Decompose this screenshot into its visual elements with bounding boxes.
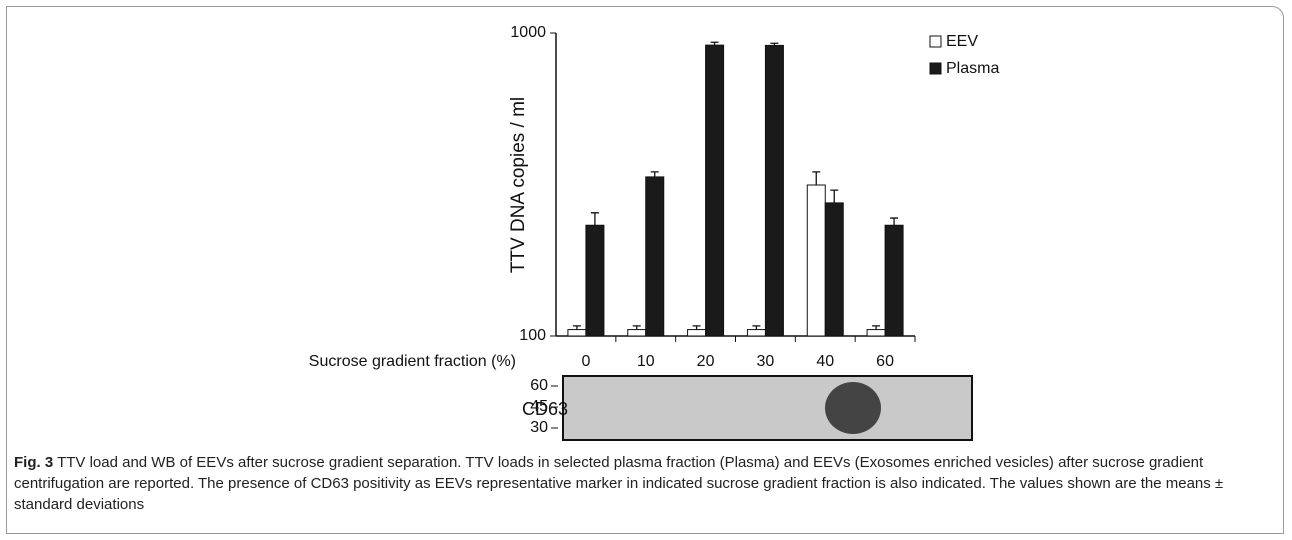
page: TTV DNA copies / ml Sucrose gradient fra…	[0, 0, 1292, 540]
error-bar	[591, 213, 599, 225]
bar	[807, 185, 825, 336]
error-bar	[693, 326, 701, 330]
error-bar	[651, 172, 659, 177]
blot-marker: 60	[530, 377, 548, 394]
x-tick-label: 60	[876, 353, 894, 370]
bar	[568, 330, 586, 336]
bar	[646, 177, 664, 336]
x-tick-label: 0	[581, 353, 590, 370]
x-tick-label: 30	[757, 353, 775, 370]
bar	[885, 225, 903, 336]
legend-swatch	[930, 36, 941, 47]
legend-label: Plasma	[946, 60, 999, 77]
y-tick-label: 100	[519, 327, 546, 344]
bar	[628, 330, 646, 336]
caption-text: TTV load and WB of EEVs after sucrose gr…	[14, 454, 1223, 513]
error-bar	[830, 190, 838, 203]
legend-label: EEV	[946, 33, 978, 50]
bar	[867, 330, 885, 336]
chart: TTV DNA copies / ml Sucrose gradient fra…	[0, 0, 1292, 450]
bar	[765, 45, 783, 336]
x-axis-label: Sucrose gradient fraction (%)	[309, 353, 516, 370]
blot-band	[825, 382, 881, 434]
error-bar	[573, 326, 581, 330]
error-bar	[633, 326, 641, 330]
western-blot	[563, 376, 972, 440]
bar	[825, 203, 843, 336]
y-tick-label: 1000	[510, 24, 546, 41]
x-tick-label: 20	[697, 353, 715, 370]
x-tick-label: 10	[637, 353, 655, 370]
blot-marker: 30	[530, 419, 548, 436]
error-bar	[890, 218, 898, 225]
bar	[706, 45, 724, 336]
blot-marker: 45	[530, 398, 548, 415]
bar	[586, 225, 604, 336]
y-axis-label: TTV DNA copies / ml	[508, 97, 529, 273]
error-bar	[872, 326, 880, 330]
caption: Fig. 3 TTV load and WB of EEVs after suc…	[14, 452, 1276, 515]
error-bar	[812, 172, 820, 185]
caption-label: Fig. 3	[14, 454, 53, 471]
legend-swatch	[930, 63, 941, 74]
x-tick-label: 40	[816, 353, 834, 370]
bar	[747, 330, 765, 336]
bar	[688, 330, 706, 336]
error-bar	[752, 326, 760, 330]
